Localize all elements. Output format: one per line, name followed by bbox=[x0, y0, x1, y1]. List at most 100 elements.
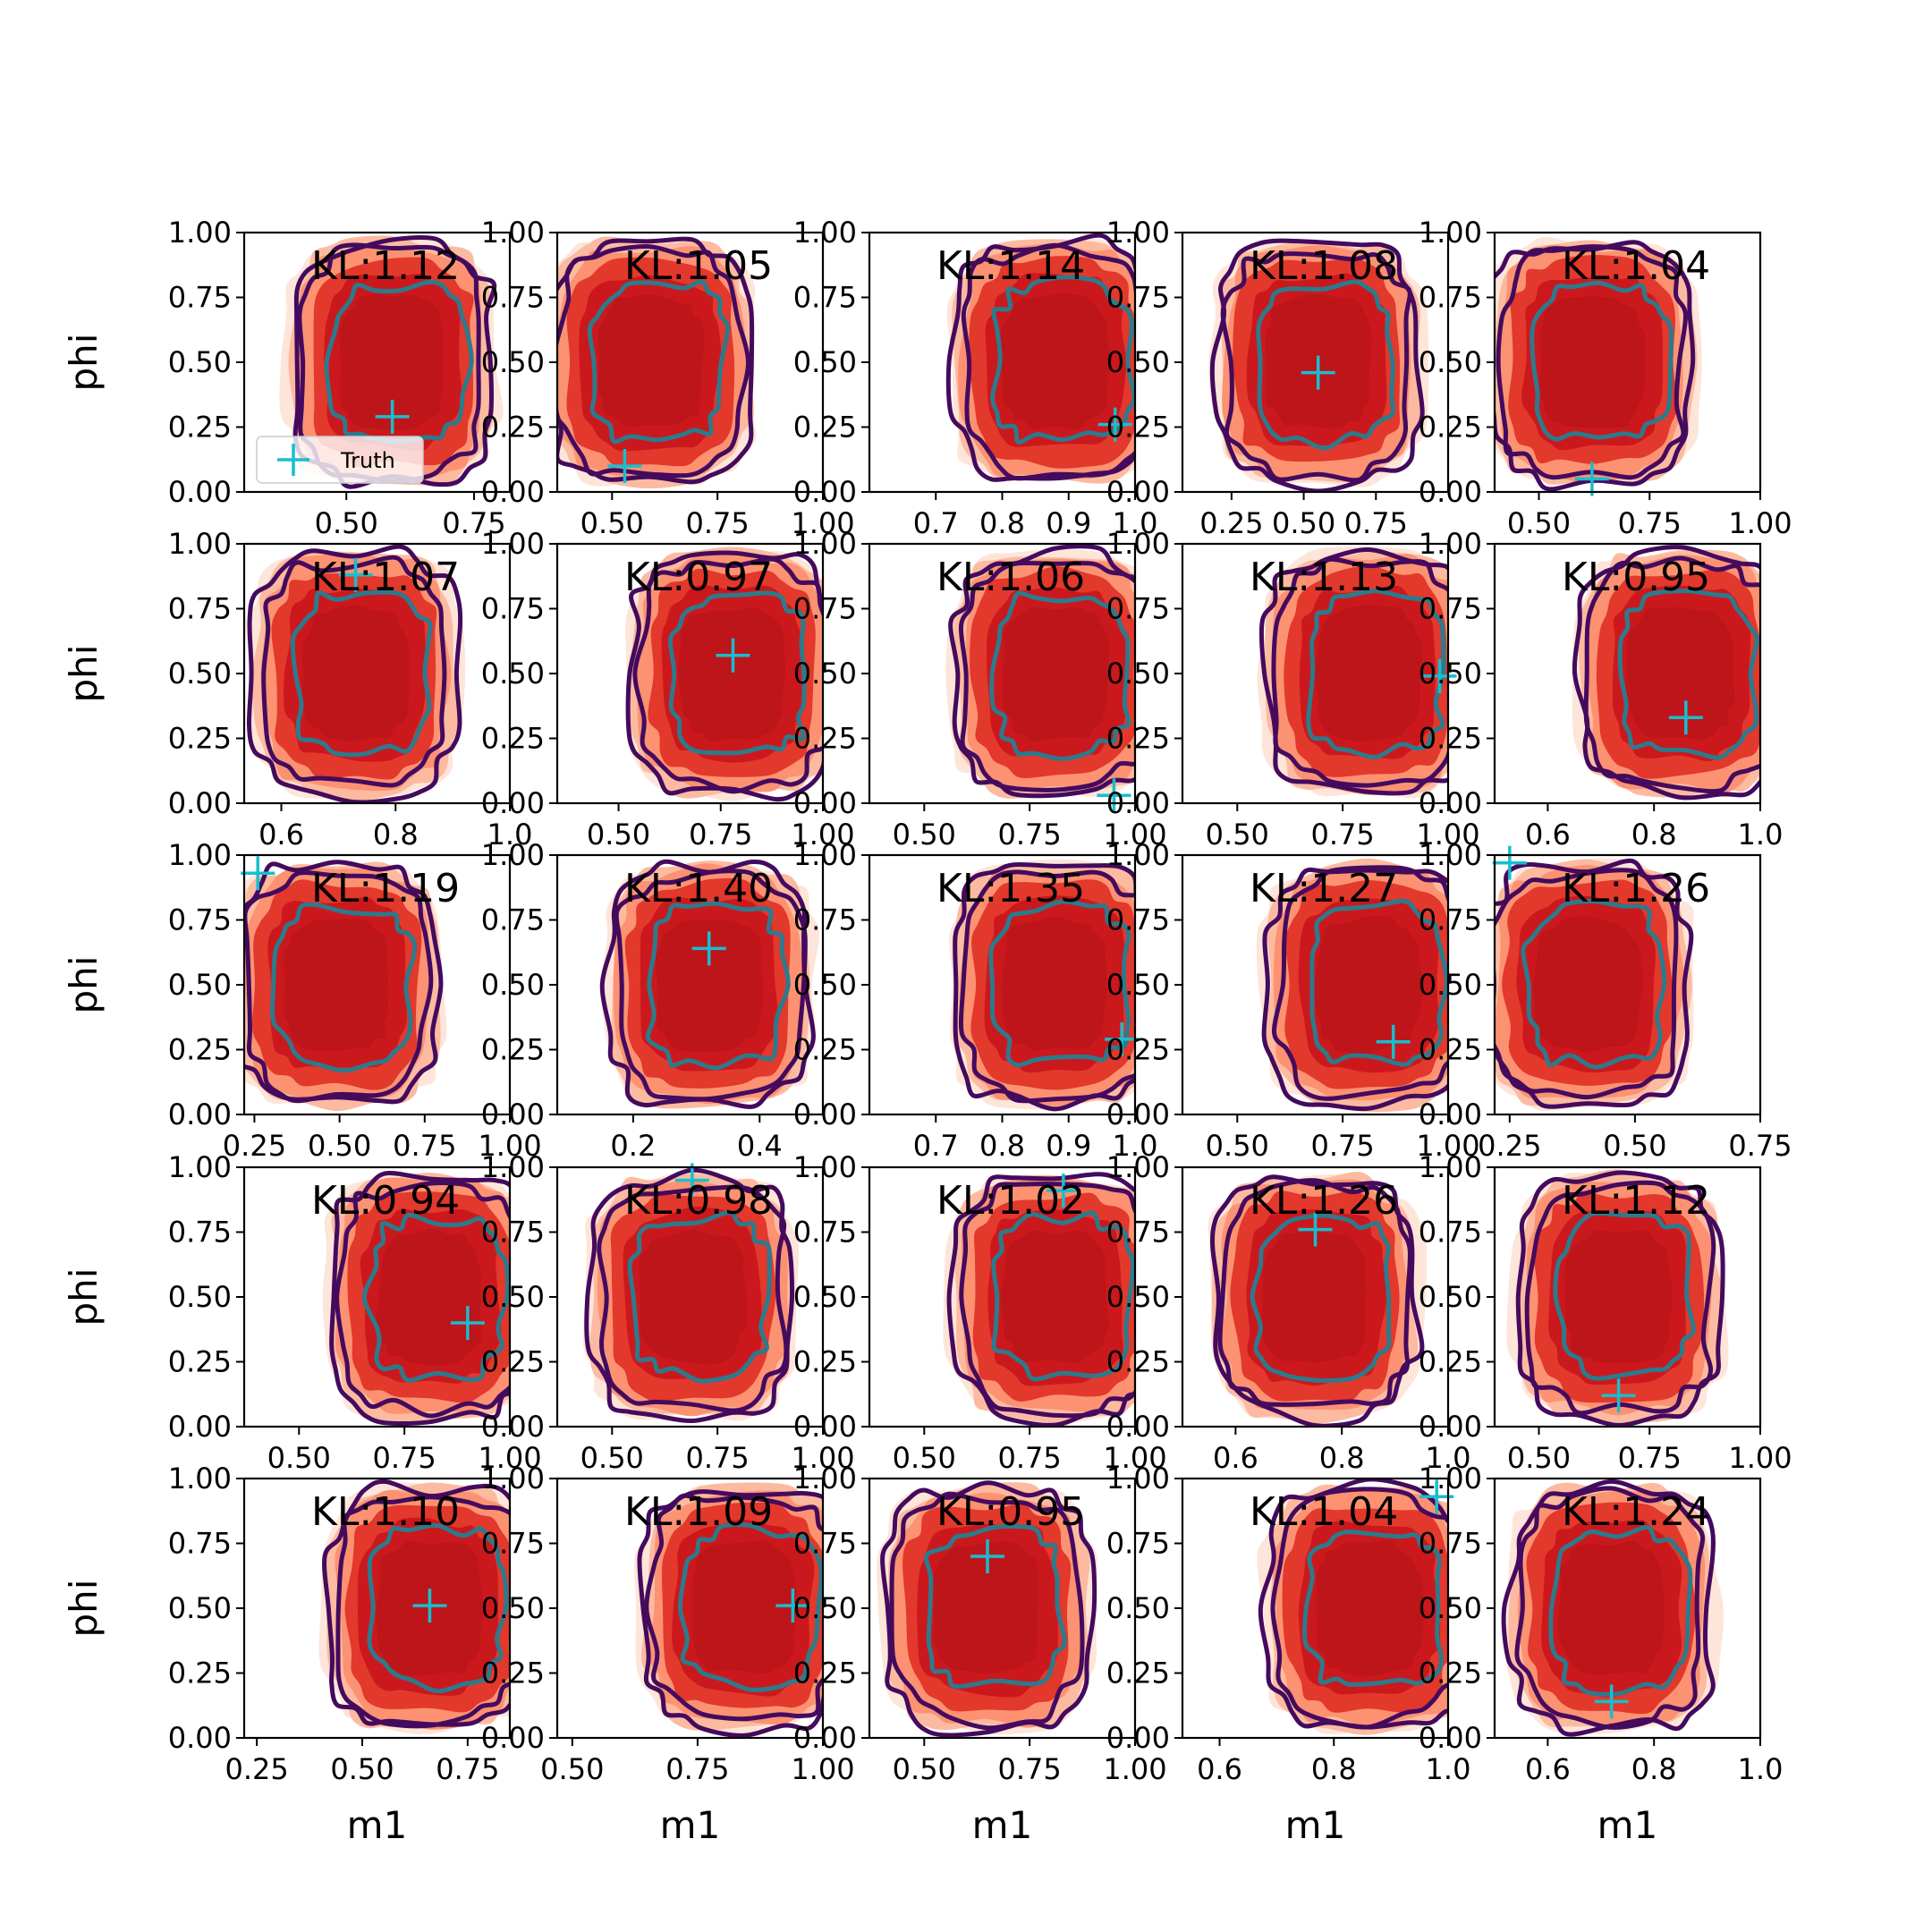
contour-inner bbox=[1250, 1213, 1392, 1384]
y-tick-label: 0.00 bbox=[1106, 1097, 1170, 1131]
contour-inner bbox=[367, 1522, 509, 1694]
kde-density bbox=[1572, 545, 1760, 801]
contour-middle bbox=[1220, 251, 1412, 483]
y-tick-label: 0.75 bbox=[1419, 1527, 1482, 1561]
kde-level-6 bbox=[1625, 606, 1735, 740]
subplot-1-3: 0.00 0.25 0.50 0.75 1.00 0.7 0.8 0.9 1.0 KL:1.14 bbox=[793, 216, 1158, 540]
kl-annotation: KL:1.26 bbox=[1250, 1178, 1398, 1224]
x-tick-label: 0.50 bbox=[580, 506, 644, 540]
y-tick-label: 1.00 bbox=[168, 838, 232, 872]
contour-middle bbox=[889, 1491, 1085, 1731]
truth-marker bbox=[970, 1539, 1004, 1573]
y-tick-label: 0.25 bbox=[1419, 411, 1482, 445]
x-tick-label: 0.75 bbox=[442, 506, 505, 540]
subplot-2-3: 0.00 0.25 0.50 0.75 1.00 0.50 0.75 1.00 KL:1.06 bbox=[793, 527, 1167, 852]
contour-inner bbox=[290, 589, 433, 758]
contour-inner bbox=[923, 1523, 1067, 1690]
kl-annotation: KL:1.12 bbox=[1562, 1178, 1710, 1224]
y-tick-label: 0.00 bbox=[168, 1097, 232, 1131]
contour-middle bbox=[1583, 555, 1760, 794]
y-tick-label: 0.00 bbox=[793, 786, 857, 820]
contour-outer bbox=[599, 859, 816, 1109]
contour-outer bbox=[637, 1489, 823, 1738]
kde-level-6 bbox=[1314, 605, 1423, 741]
x-tick-label: 0.50 bbox=[267, 1441, 331, 1475]
kde-level-6 bbox=[1557, 1540, 1665, 1674]
kde-level-6 bbox=[1564, 1230, 1674, 1363]
x-tick-label: 0.8 bbox=[979, 506, 1025, 540]
x-tick-label: 0.50 bbox=[1603, 1129, 1666, 1163]
x-tick-label: 0.50 bbox=[580, 1441, 644, 1475]
contour-outer bbox=[329, 1170, 510, 1427]
x-tick-label: 1.0 bbox=[1113, 1129, 1158, 1163]
x-tick-label: 0.8 bbox=[1631, 1752, 1677, 1786]
kde-density bbox=[1495, 236, 1702, 492]
y-tick-label: 0.00 bbox=[481, 475, 545, 509]
kde-level-6 bbox=[1539, 296, 1646, 428]
x-tick-label: 1.00 bbox=[478, 1441, 541, 1475]
truth-marker bbox=[691, 931, 726, 966]
x-tick-label: 0.75 bbox=[998, 818, 1062, 852]
y-tick-label: 0.50 bbox=[1419, 345, 1482, 379]
x-tick-label: 0.4 bbox=[737, 1129, 783, 1163]
x-tick-label: 0.75 bbox=[1311, 1129, 1375, 1163]
x-tick-label: 1.00 bbox=[478, 1129, 541, 1163]
y-tick-label: 0.50 bbox=[168, 968, 232, 1002]
y-tick-label: 1.00 bbox=[1106, 1150, 1170, 1184]
y-tick-label: 0.75 bbox=[1106, 281, 1170, 315]
x-tick-label: 0.75 bbox=[373, 1441, 436, 1475]
contour-outer bbox=[1261, 867, 1448, 1112]
x-tick-label: 1.00 bbox=[1103, 818, 1166, 852]
y-tick-label: 1.00 bbox=[481, 527, 545, 561]
x-tick-label: 0.9 bbox=[1046, 506, 1091, 540]
x-tick-label: 1.00 bbox=[791, 1441, 854, 1475]
y-tick-label: 0.50 bbox=[1106, 345, 1170, 379]
x-tick-label: 0.9 bbox=[1046, 1129, 1091, 1163]
subplot-4-1: 0.00 0.25 0.50 0.75 1.00 0.50 0.75 1.00 KL:0.94 p… bbox=[62, 1150, 542, 1475]
y-tick-label: 0.00 bbox=[1419, 475, 1482, 509]
kde-density bbox=[582, 1167, 800, 1424]
y-tick-label: 0.50 bbox=[168, 1591, 232, 1625]
y-tick-label: 0.00 bbox=[1106, 1721, 1170, 1755]
y-tick-label: 0.00 bbox=[481, 786, 545, 820]
y-tick-label: 1.00 bbox=[168, 1150, 232, 1184]
contour-inner bbox=[991, 1210, 1135, 1382]
y-tick-label: 1.00 bbox=[793, 216, 857, 250]
kl-annotation: KL:1.24 bbox=[1562, 1489, 1710, 1535]
x-tick-label: 1.00 bbox=[791, 1752, 854, 1786]
truth-marker bbox=[412, 1589, 447, 1623]
contour-middle bbox=[1217, 1178, 1412, 1407]
y-tick-label: 0.00 bbox=[168, 786, 232, 820]
y-tick-label: 0.75 bbox=[481, 281, 545, 315]
kl-annotation: KL:1.40 bbox=[624, 866, 773, 911]
y-tick-label: 0.75 bbox=[481, 1216, 545, 1250]
truth-marker bbox=[1376, 1024, 1411, 1059]
kde-density bbox=[945, 544, 1135, 799]
kde-level-6 bbox=[339, 294, 443, 431]
y-tick-label: 1.00 bbox=[1106, 838, 1170, 872]
x-tick-label: 0.7 bbox=[913, 1129, 959, 1163]
y-tick-label: 0.00 bbox=[481, 1410, 545, 1444]
y-tick-label: 0.50 bbox=[793, 1280, 857, 1314]
kde-level-6 bbox=[301, 605, 410, 741]
contour-inner bbox=[1256, 279, 1396, 451]
truth-marker bbox=[450, 1306, 485, 1340]
contour-inner bbox=[361, 1213, 510, 1383]
subplot-4-5: 0.00 0.25 0.50 0.75 1.00 0.50 0.75 1.00 KL:1.12 bbox=[1419, 1150, 1792, 1475]
kl-annotation: KL:1.27 bbox=[1250, 866, 1398, 911]
y-tick-label: 0.75 bbox=[1419, 592, 1482, 626]
x-tick-label: 0.50 bbox=[1507, 506, 1571, 540]
x-tick-label: 0.75 bbox=[665, 1752, 729, 1786]
y-tick-label: 1.00 bbox=[1106, 216, 1170, 250]
y-tick-label: 0.25 bbox=[1106, 411, 1170, 445]
y-tick-label: 1.00 bbox=[1419, 1150, 1482, 1184]
y-tick-label: 0.25 bbox=[481, 1657, 545, 1690]
contour-outer bbox=[1501, 1479, 1716, 1737]
contour-outer bbox=[1572, 545, 1760, 801]
kde-density bbox=[322, 1170, 510, 1427]
y-tick-label: 0.75 bbox=[793, 1527, 857, 1561]
y-tick-label: 0.75 bbox=[1106, 903, 1170, 937]
y-tick-label: 0.50 bbox=[168, 345, 232, 379]
y-tick-label: 0.00 bbox=[1106, 475, 1170, 509]
y-tick-label: 0.25 bbox=[1419, 1033, 1482, 1067]
